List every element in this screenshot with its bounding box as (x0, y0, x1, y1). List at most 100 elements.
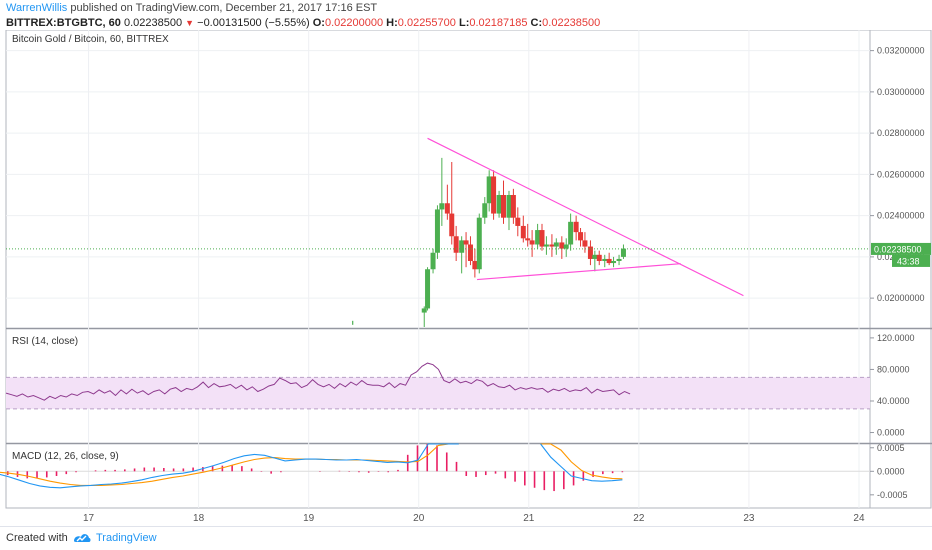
candle (529, 240, 535, 245)
low-label: L: (458, 17, 470, 29)
chart-frame (5, 30, 932, 509)
ohlc-line: BITTREX:BTGBTC, 60 0.02238500 ▼ −0.00131… (6, 17, 600, 29)
countdown-label: 43:38 (897, 256, 920, 266)
close-value: 0.02238500 (542, 17, 601, 29)
candle (592, 254, 598, 259)
macd-pane-title: MACD (12, 26, close, 9) (12, 451, 119, 462)
open-value: 0.02200000 (324, 17, 384, 29)
x-tick-label: 21 (523, 513, 535, 524)
candle (620, 248, 626, 257)
x-tick-label: 22 (633, 513, 645, 524)
last-price-label: 0.02238500 (874, 244, 922, 254)
candle (573, 221, 579, 233)
candle (467, 244, 473, 261)
low-value: 0.02187185 (469, 17, 528, 29)
rsi-tick-label: 40.0000 (877, 396, 910, 406)
price-tick-label: 0.02800000 (877, 128, 925, 138)
x-tick-label: 24 (853, 513, 865, 524)
candle (559, 242, 565, 249)
trendline (427, 137, 744, 297)
candle (553, 242, 559, 247)
candle (616, 258, 622, 261)
main-pane-title: Bitcoin Gold / Bitcoin, 60, BITTREX (12, 34, 169, 45)
countdown-badge (892, 254, 930, 267)
candle (510, 195, 516, 218)
candle (421, 308, 427, 313)
tradingview-brand-link[interactable]: TradingView (96, 532, 157, 544)
down-arrow-icon: ▼ (185, 18, 195, 28)
x-tick-label: 20 (413, 513, 425, 524)
candle (520, 225, 526, 239)
rsi-tick-label: 120.0000 (877, 333, 915, 343)
rsi-pane-title: RSI (14, close) (12, 336, 78, 347)
candle (453, 236, 459, 253)
macd-line (0, 443, 459, 489)
price-tick-label: 0.02400000 (877, 211, 925, 221)
open-label: O: (312, 17, 325, 29)
candle (568, 221, 574, 245)
macd-line (540, 443, 623, 482)
candle (535, 230, 541, 245)
publish-line: WarrenWillis published on TradingView.co… (6, 2, 377, 14)
candle (563, 244, 569, 249)
rsi-line (5, 362, 631, 401)
price-tick-label: 0.03000000 (877, 87, 925, 97)
candle (449, 213, 455, 237)
author-link[interactable]: WarrenWillis (6, 2, 68, 14)
macd-signal-line (0, 443, 459, 486)
macd-signal-line (540, 443, 623, 480)
macd-tick-label: 0.0005 (877, 443, 905, 453)
last-price-badge (871, 242, 931, 255)
candle (587, 246, 593, 259)
footer-divider (0, 526, 932, 527)
candle (549, 244, 555, 247)
rsi-tick-label: 0.0000 (877, 428, 905, 438)
symbol-label: BITTREX:BTGBTC, 60 (6, 17, 121, 29)
chart-header: WarrenWillis published on TradingView.co… (0, 0, 932, 34)
candle (463, 240, 469, 245)
close-label: C: (530, 17, 543, 29)
tradingview-logo-icon (74, 534, 91, 542)
candle (596, 254, 602, 261)
candle (434, 209, 440, 253)
candle (611, 261, 617, 264)
change-value: −0.00131500 (−5.55%) (197, 17, 310, 29)
candle (539, 230, 545, 247)
chart-area[interactable]: 17 18 19 20 21 22 23 24 0.03200000 0.03000000 0.02… (0, 30, 932, 526)
candle (476, 217, 482, 270)
candle (486, 176, 492, 204)
high-label: H: (386, 17, 398, 29)
high-value: 0.02255700 (397, 17, 456, 29)
price-tick-label: 0.03200000 (877, 46, 925, 56)
candle (602, 258, 608, 261)
candle (578, 232, 584, 241)
candle (444, 203, 450, 214)
x-tick-label: 17 (83, 513, 95, 524)
macd-tick-label: 0.0000 (877, 466, 905, 476)
x-tick-label: 18 (193, 513, 205, 524)
candle (482, 203, 488, 218)
candle (491, 176, 497, 214)
candle (543, 244, 549, 247)
candle (582, 240, 588, 247)
trendline (477, 263, 681, 281)
price-tick-label: 0.02600000 (877, 169, 925, 179)
candle (430, 252, 436, 270)
candle (515, 217, 521, 226)
candle (496, 195, 502, 214)
rsi-band (6, 377, 870, 409)
price-tick-label: 0.02000000 (877, 293, 925, 303)
candle (425, 269, 431, 309)
macd-tick-label: -0.0005 (877, 490, 908, 500)
x-tick-label: 23 (743, 513, 755, 524)
published-text: published on TradingView.com, December 2… (70, 2, 378, 14)
candle (459, 240, 465, 253)
rsi-tick-label: 80.0000 (877, 364, 910, 374)
candle (506, 195, 512, 218)
candle (525, 238, 531, 241)
candle (500, 195, 506, 218)
candle (606, 258, 612, 264)
candle (439, 203, 445, 210)
footer: Created with TradingView (0, 528, 932, 550)
candle (472, 261, 478, 270)
